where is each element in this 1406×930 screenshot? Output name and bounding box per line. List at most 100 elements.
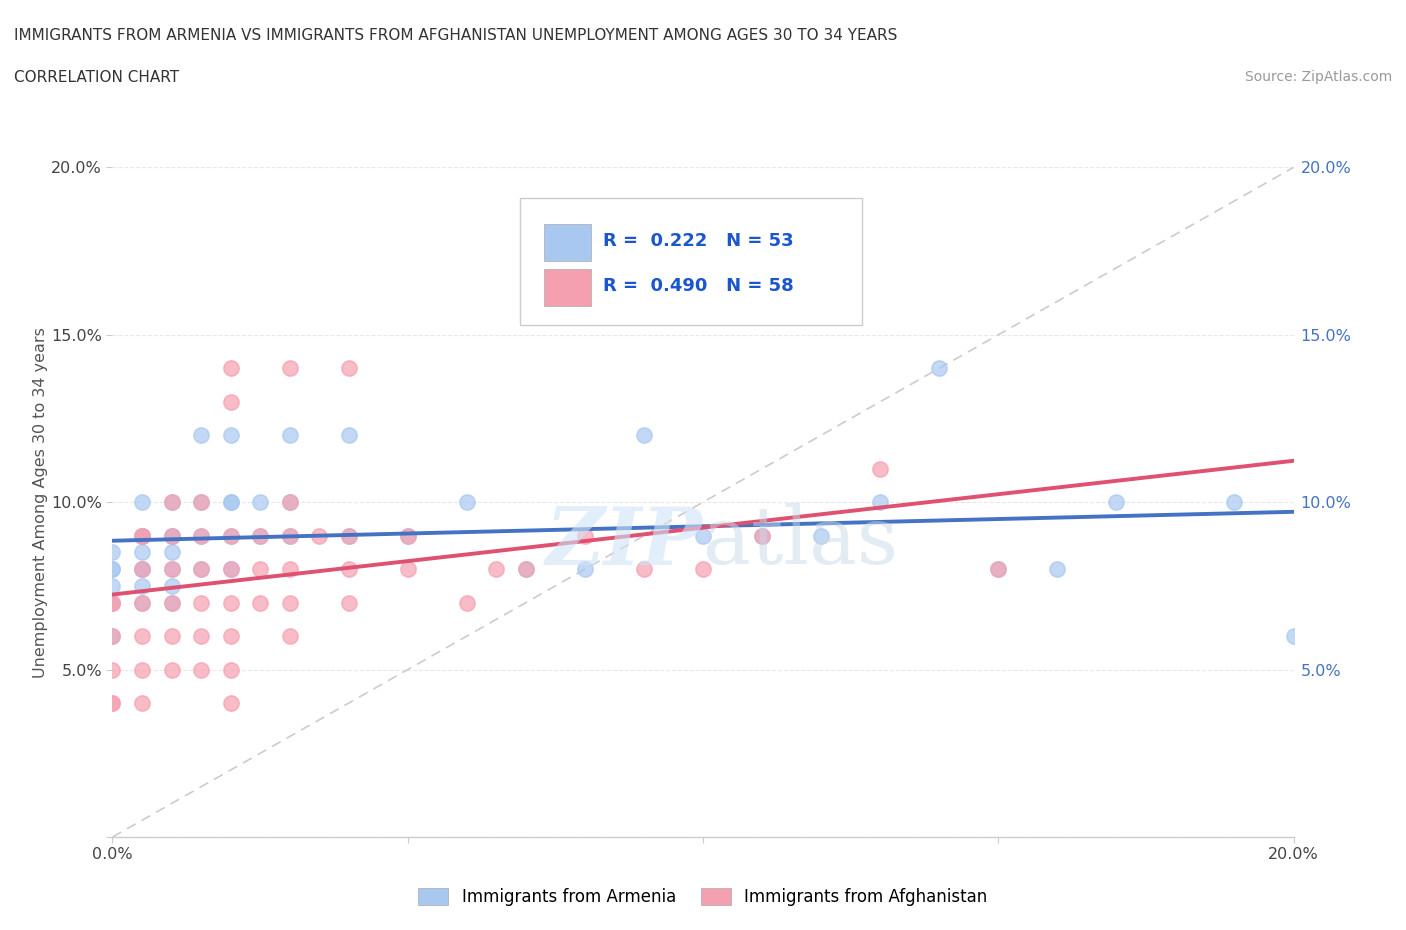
Point bbox=[190, 595, 212, 610]
Point bbox=[131, 595, 153, 610]
Point bbox=[160, 495, 183, 510]
Point bbox=[131, 495, 153, 510]
Point bbox=[515, 562, 537, 577]
Point bbox=[456, 495, 478, 510]
Point bbox=[692, 528, 714, 543]
Text: ZIP: ZIP bbox=[546, 504, 703, 581]
Point bbox=[219, 562, 242, 577]
Point bbox=[131, 629, 153, 644]
Point bbox=[131, 562, 153, 577]
Text: CORRELATION CHART: CORRELATION CHART bbox=[14, 70, 179, 85]
Point bbox=[101, 595, 124, 610]
Point bbox=[190, 629, 212, 644]
Point bbox=[160, 662, 183, 677]
Point bbox=[396, 528, 419, 543]
Point bbox=[869, 461, 891, 476]
Point bbox=[278, 595, 301, 610]
Point bbox=[278, 361, 301, 376]
Point bbox=[101, 595, 124, 610]
Point bbox=[928, 361, 950, 376]
Point bbox=[190, 562, 212, 577]
Point bbox=[396, 562, 419, 577]
Point bbox=[160, 528, 183, 543]
Point bbox=[160, 545, 183, 560]
Point bbox=[101, 562, 124, 577]
Point bbox=[160, 495, 183, 510]
Y-axis label: Unemployment Among Ages 30 to 34 years: Unemployment Among Ages 30 to 34 years bbox=[32, 326, 48, 678]
Point bbox=[101, 629, 124, 644]
Point bbox=[131, 595, 153, 610]
Text: R =  0.222   N = 53: R = 0.222 N = 53 bbox=[603, 232, 793, 249]
Point bbox=[278, 428, 301, 443]
Point bbox=[219, 662, 242, 677]
Point bbox=[160, 562, 183, 577]
Point bbox=[337, 562, 360, 577]
Point bbox=[869, 495, 891, 510]
Text: Source: ZipAtlas.com: Source: ZipAtlas.com bbox=[1244, 70, 1392, 84]
Point bbox=[574, 562, 596, 577]
Point bbox=[131, 528, 153, 543]
Point bbox=[219, 528, 242, 543]
Point bbox=[278, 528, 301, 543]
Point bbox=[219, 595, 242, 610]
Point bbox=[1282, 629, 1305, 644]
Point bbox=[987, 562, 1010, 577]
Point bbox=[131, 528, 153, 543]
Point bbox=[160, 528, 183, 543]
Point bbox=[160, 578, 183, 593]
Point bbox=[219, 495, 242, 510]
Point bbox=[190, 495, 212, 510]
Point bbox=[485, 562, 508, 577]
Point bbox=[219, 528, 242, 543]
Point bbox=[633, 562, 655, 577]
Point bbox=[337, 528, 360, 543]
Point bbox=[249, 528, 271, 543]
Point bbox=[1223, 495, 1246, 510]
Point bbox=[337, 528, 360, 543]
Point bbox=[308, 528, 330, 543]
Point bbox=[751, 528, 773, 543]
Point bbox=[396, 528, 419, 543]
Point bbox=[190, 495, 212, 510]
Point bbox=[131, 562, 153, 577]
Point bbox=[515, 562, 537, 577]
Point bbox=[101, 562, 124, 577]
Point bbox=[190, 428, 212, 443]
Text: atlas: atlas bbox=[703, 503, 898, 581]
Point bbox=[219, 696, 242, 711]
Point bbox=[337, 361, 360, 376]
Point bbox=[131, 528, 153, 543]
Point bbox=[101, 545, 124, 560]
Point bbox=[278, 629, 301, 644]
Bar bbox=[544, 224, 591, 260]
Point bbox=[633, 428, 655, 443]
Point bbox=[278, 495, 301, 510]
Point bbox=[160, 595, 183, 610]
Point bbox=[1105, 495, 1128, 510]
Point bbox=[160, 595, 183, 610]
Point bbox=[101, 662, 124, 677]
Text: R =  0.490   N = 58: R = 0.490 N = 58 bbox=[603, 277, 793, 295]
Point bbox=[101, 578, 124, 593]
Point bbox=[131, 528, 153, 543]
Point bbox=[101, 696, 124, 711]
Text: IMMIGRANTS FROM ARMENIA VS IMMIGRANTS FROM AFGHANISTAN UNEMPLOYMENT AMONG AGES 3: IMMIGRANTS FROM ARMENIA VS IMMIGRANTS FR… bbox=[14, 28, 897, 43]
Point bbox=[249, 495, 271, 510]
Point bbox=[337, 595, 360, 610]
Point bbox=[131, 696, 153, 711]
Bar bbox=[544, 270, 591, 306]
Point bbox=[337, 428, 360, 443]
Point bbox=[219, 495, 242, 510]
Point bbox=[219, 428, 242, 443]
Point bbox=[101, 595, 124, 610]
Point bbox=[249, 562, 271, 577]
Point bbox=[219, 562, 242, 577]
Point bbox=[190, 528, 212, 543]
Point bbox=[190, 662, 212, 677]
Point bbox=[131, 545, 153, 560]
Point bbox=[160, 629, 183, 644]
Point bbox=[1046, 562, 1069, 577]
Point bbox=[160, 528, 183, 543]
Point bbox=[810, 528, 832, 543]
Point bbox=[249, 528, 271, 543]
